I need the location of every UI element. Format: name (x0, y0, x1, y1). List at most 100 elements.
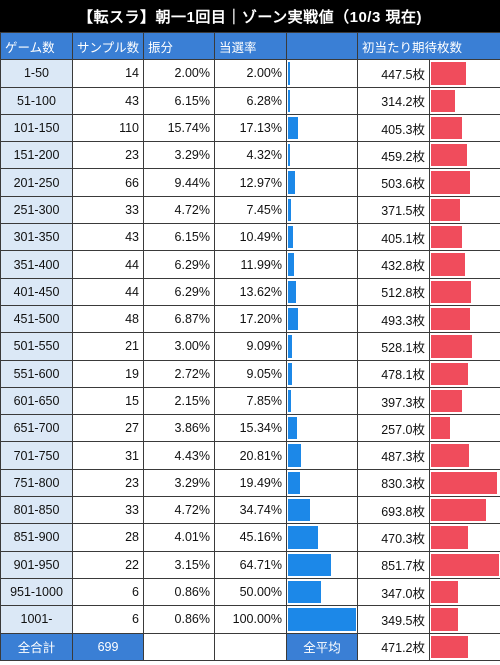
share-cell: 4.01% (143, 523, 215, 552)
table-row: 151-200 23 3.29% 4.32% 459.2枚 (0, 141, 500, 170)
samples-cell: 27 (72, 414, 144, 443)
hit-rate-bar (288, 471, 300, 495)
hit-rate-bar (288, 389, 292, 413)
table-row: 101-150 110 15.74% 17.13% 405.3枚 (0, 113, 500, 143)
hit-rate-bar-cell (286, 277, 358, 306)
hit-rate-bar (288, 280, 296, 303)
expected-cell: 693.8枚 (357, 496, 430, 525)
expected-bar-cell (428, 468, 500, 498)
samples-cell: 28 (72, 523, 144, 552)
expected-bar (431, 116, 463, 140)
zone-cell: 201-250 (0, 168, 73, 197)
expected-bar (431, 389, 462, 413)
table-row: 701-750 31 4.43% 20.81% 487.3枚 (0, 441, 500, 470)
expected-cell: 432.8枚 (357, 250, 430, 279)
table-row: 751-800 23 3.29% 19.49% 830.3枚 (0, 468, 500, 498)
share-cell: 2.15% (143, 386, 215, 416)
hit-rate-bar (288, 307, 299, 331)
expected-bar-cell (428, 550, 500, 579)
zone-cell: 1-50 (0, 59, 73, 88)
table-row: 851-900 28 4.01% 45.16% 470.3枚 (0, 523, 500, 552)
expected-cell: 830.3枚 (357, 468, 430, 498)
expected-bar (431, 62, 466, 85)
footer-blank-share (143, 632, 215, 661)
hit-rate-bar (288, 253, 295, 276)
hit-rate-bar-cell (286, 523, 358, 552)
expected-bar (431, 226, 463, 249)
footer-row: 全合計 699 全平均 471.2枚 (0, 632, 500, 661)
hit-rate-bar (288, 89, 291, 112)
expected-cell: 493.3枚 (357, 304, 430, 334)
share-cell: 2.00% (143, 59, 215, 88)
zone-cell: 51-100 (0, 86, 73, 115)
expected-cell: 478.1枚 (357, 359, 430, 388)
expected-bar (431, 526, 468, 549)
samples-cell: 110 (72, 113, 144, 143)
hit-rate-bar-cell (286, 359, 358, 388)
hit-rate-cell: 17.13% (214, 113, 287, 143)
hit-rate-cell: 4.32% (214, 141, 287, 170)
hit-rate-bar-cell (286, 168, 358, 197)
hit-rate-cell: 6.28% (214, 86, 287, 115)
zone-cell: 951-1000 (0, 577, 73, 607)
expected-cell: 257.0枚 (357, 414, 430, 443)
samples-cell: 19 (72, 359, 144, 388)
page-title: 【転スラ】朝一1回目｜ゾーン実戦値（10/3 現在) (0, 0, 500, 32)
hit-rate-bar (288, 335, 293, 358)
hit-rate-cell: 100.00% (214, 605, 287, 634)
expected-bar (431, 471, 498, 495)
share-cell: 3.29% (143, 141, 215, 170)
hit-rate-cell: 10.49% (214, 223, 287, 252)
expected-bar-cell (428, 86, 500, 115)
samples-cell: 6 (72, 605, 144, 634)
share-cell: 3.00% (143, 332, 215, 361)
header-hit-bar (286, 31, 358, 61)
hit-rate-cell: 11.99% (214, 250, 287, 279)
samples-cell: 66 (72, 168, 144, 197)
expected-bar-cell (428, 168, 500, 197)
hit-rate-bar-cell (286, 86, 358, 115)
share-cell: 6.15% (143, 223, 215, 252)
expected-bar-cell (428, 141, 500, 170)
samples-cell: 48 (72, 304, 144, 334)
samples-cell: 23 (72, 141, 144, 170)
expected-bar (431, 280, 472, 303)
zone-cell: 801-850 (0, 496, 73, 525)
expected-bar (431, 417, 451, 440)
table-row: 651-700 27 3.86% 15.34% 257.0枚 (0, 414, 500, 443)
hit-rate-bar-cell (286, 414, 358, 443)
expected-bar-cell (428, 605, 500, 634)
share-cell: 3.15% (143, 550, 215, 579)
hit-rate-bar (288, 608, 356, 631)
table-row: 401-450 44 6.29% 13.62% 512.8枚 (0, 277, 500, 306)
hit-rate-bar (288, 580, 321, 604)
expected-bar (431, 362, 469, 385)
samples-cell: 22 (72, 550, 144, 579)
expected-bar-cell (428, 250, 500, 279)
expected-bar (431, 335, 473, 358)
hit-rate-cell: 15.34% (214, 414, 287, 443)
expected-cell: 851.7枚 (357, 550, 430, 579)
total-label: 全合計 (0, 632, 73, 661)
share-cell: 6.29% (143, 250, 215, 279)
hit-rate-bar-cell (286, 59, 358, 88)
hit-rate-bar-cell (286, 386, 358, 416)
zone-cell: 301-350 (0, 223, 73, 252)
zone-cell: 1001- (0, 605, 73, 634)
expected-bar-cell (428, 441, 500, 470)
hit-rate-bar (288, 116, 298, 140)
hit-rate-bar-cell (286, 250, 358, 279)
expected-cell: 470.3枚 (357, 523, 430, 552)
hit-rate-bar (288, 362, 293, 385)
zone-cell: 551-600 (0, 359, 73, 388)
hit-rate-bar (288, 144, 290, 167)
header-hit-rate: 当選率 (214, 31, 287, 61)
expected-bar-cell (428, 332, 500, 361)
hit-rate-cell: 45.16% (214, 523, 287, 552)
header-expected: 初当たり期待枚数 (356, 31, 500, 61)
expected-bar-cell (428, 59, 500, 88)
footer-blank-hit (214, 632, 287, 661)
expected-bar-cell (428, 386, 500, 416)
samples-cell: 43 (72, 86, 144, 115)
expected-bar (431, 580, 458, 604)
